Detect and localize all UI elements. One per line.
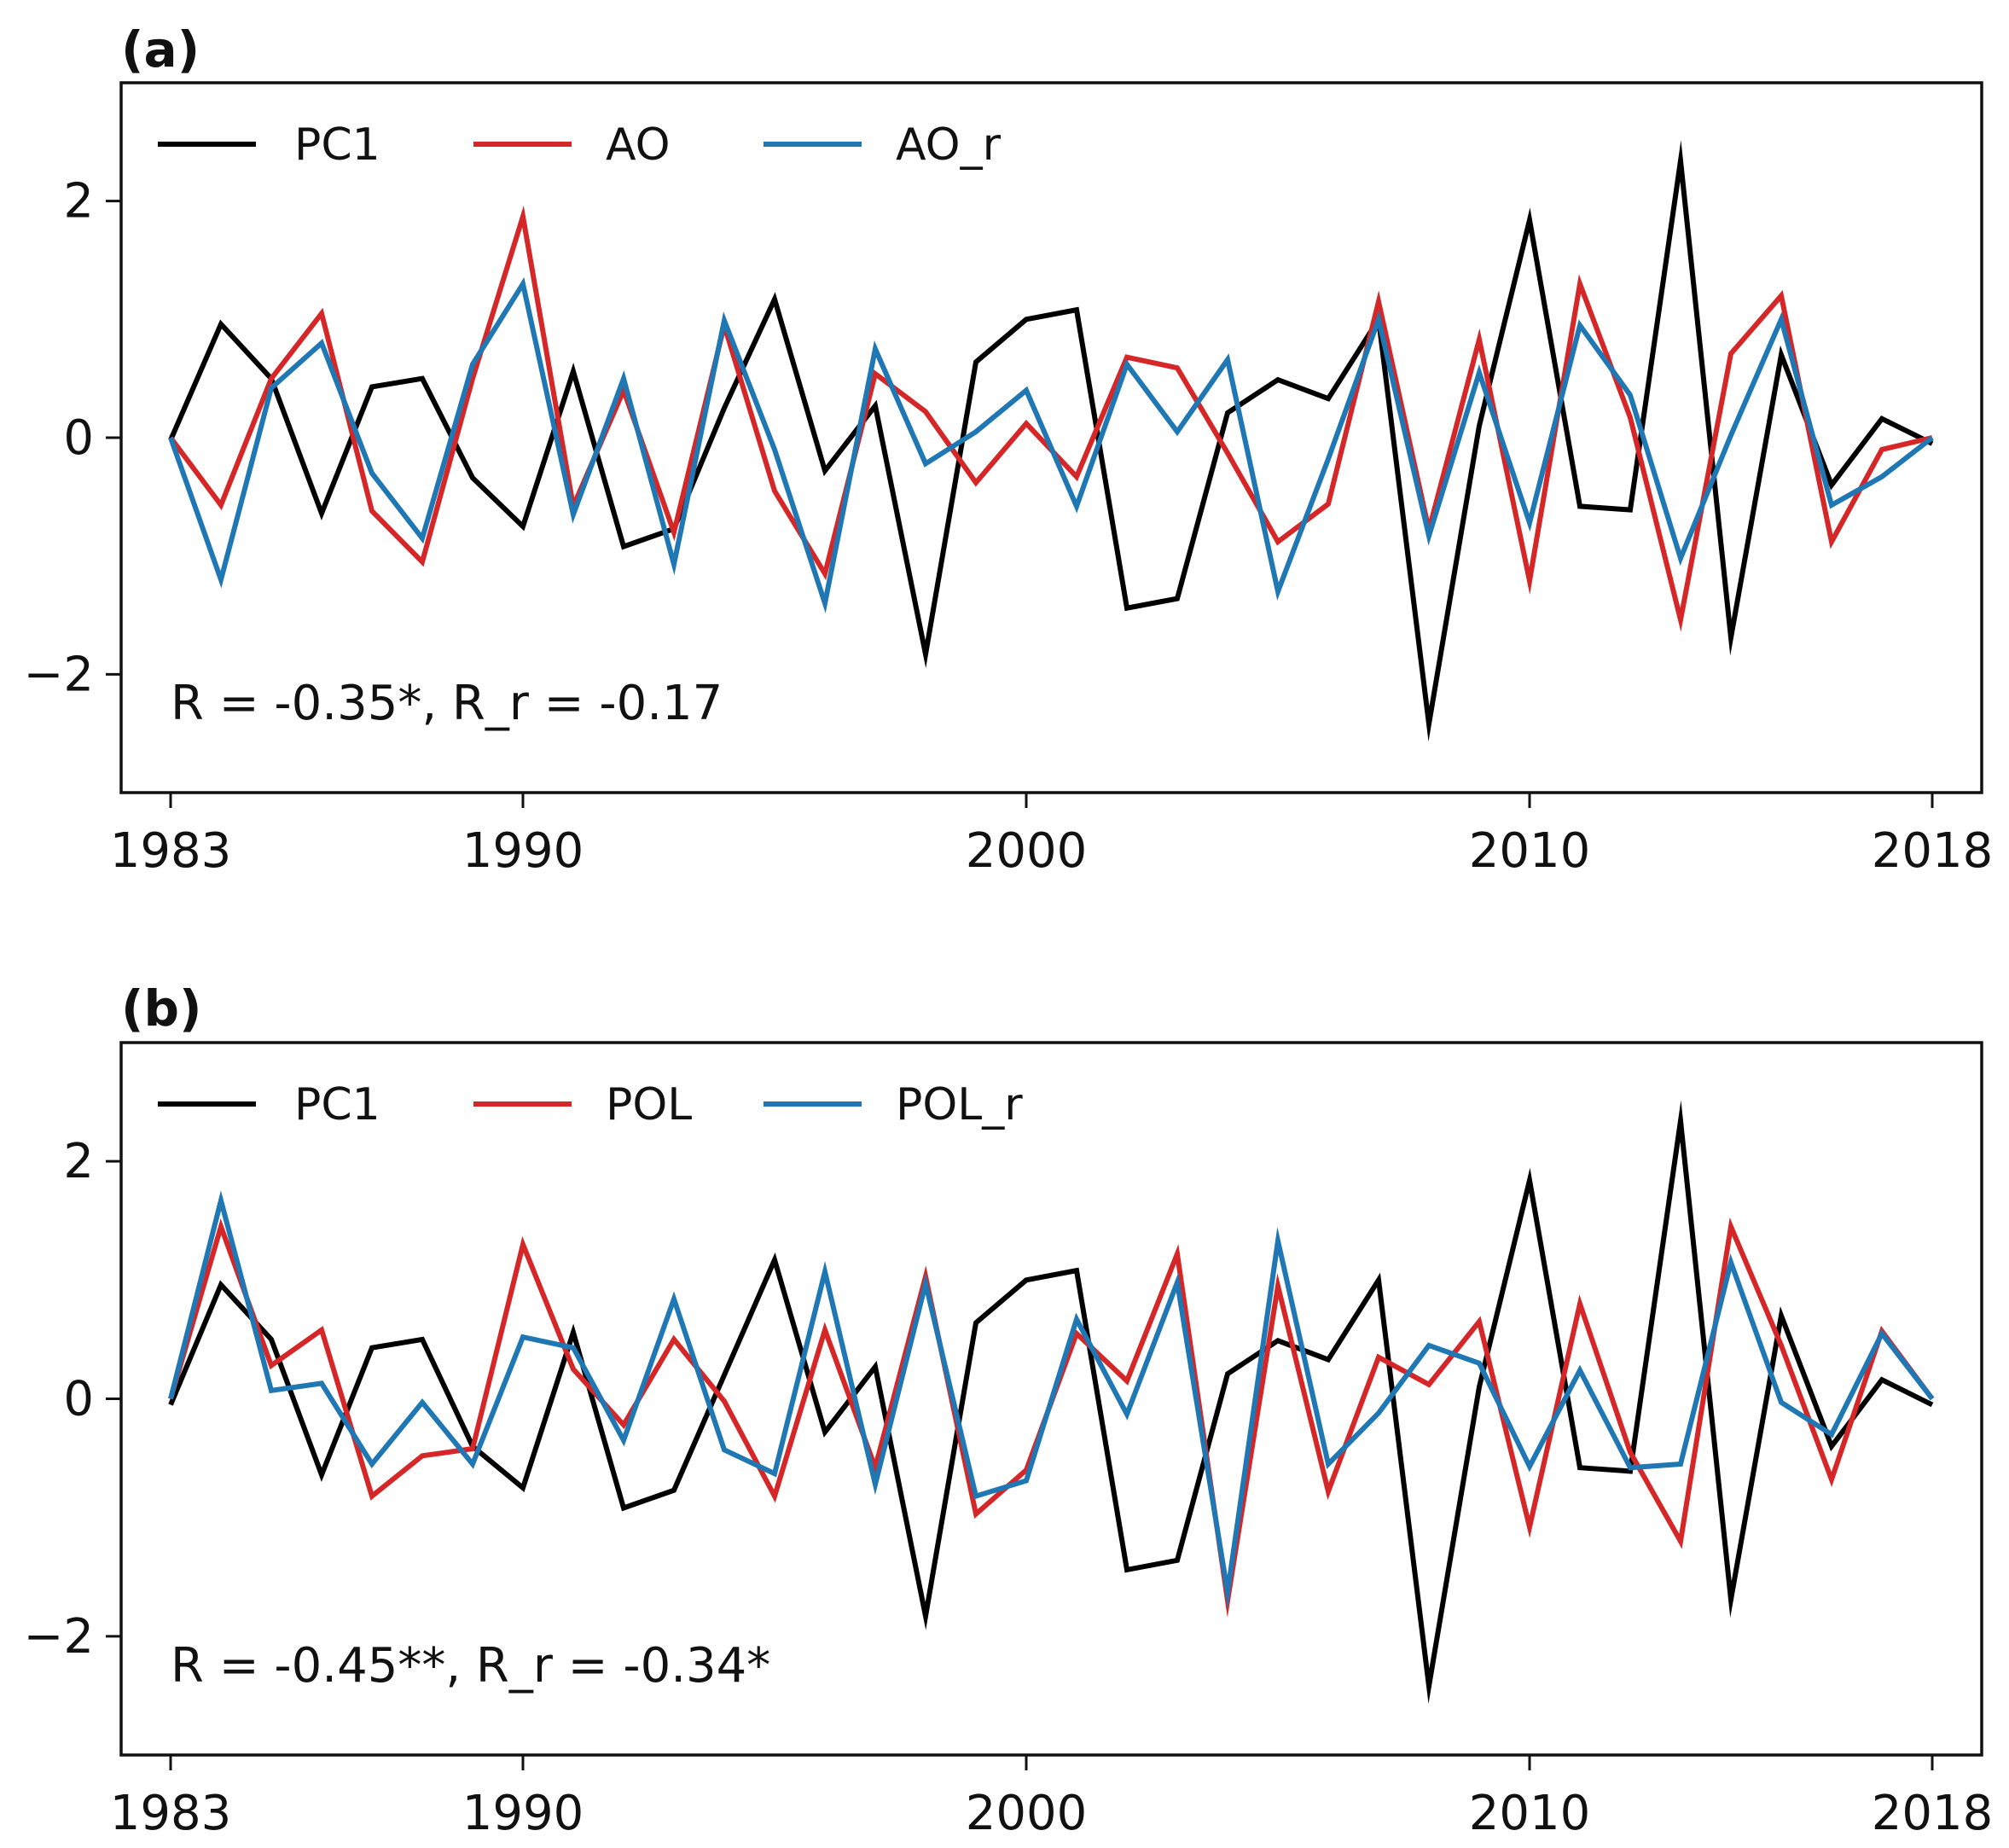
panel-b-axes-frame [119,1041,1983,1757]
panel-a-axes-frame [119,81,1983,794]
legend-label-pol: POL [606,1079,692,1130]
panel-b-label: (b) [121,979,202,1037]
legend-label-ao: AO [606,119,671,171]
x-tick-label: 1990 [462,1786,584,1841]
x-tick-label: 1990 [462,823,584,879]
legend-label-pol-r: POL_r [896,1079,1023,1130]
y-tick-label: 2 [63,1134,94,1189]
legend-label-pc1: PC1 [294,119,380,171]
series-line-ao-r [168,276,1934,613]
legend-label-pc1: PC1 [294,1079,380,1130]
legend: PC1 POL POL_r [158,1079,1023,1130]
y-tick-label: −2 [23,1609,94,1665]
y-tick-label: 0 [63,1372,94,1427]
series-line-pol [168,1217,1935,1618]
legend-label-ao-r: AO_r [896,119,1002,171]
x-tick-label: 2010 [1469,823,1591,879]
panel-a-correlation-annotation: R = -0.35*, R_r = -0.17 [171,676,723,731]
x-tick-label: 1983 [110,1786,232,1841]
series-line-ao [168,205,1933,632]
x-tick-label: 2000 [966,823,1088,879]
panel-a-label: (a) [121,20,200,78]
x-tick-label: 2010 [1469,1786,1591,1841]
x-tick-label: 1983 [110,823,232,879]
y-tick-label: 0 [63,410,94,466]
series-line-pol-r [168,1190,1935,1610]
y-tick-label: −2 [23,647,94,702]
panel-b-correlation-annotation: R = -0.45**, R_r = -0.34* [171,1638,770,1694]
x-tick-label: 2000 [966,1786,1088,1841]
series-line-pc1 [168,1100,1934,1705]
panel-b: (b) −2 0 2 1983 1990 2000 2010 2018 PC1 POL POL_r R … [23,979,1993,1841]
legend: PC1 AO AO_r [158,119,1002,171]
y-tick-label: 2 [63,174,94,230]
panel-a: (a) −2 0 2 1983 1990 2000 2010 2018 PC1 AO AO_r R = … [23,20,1993,879]
x-tick-label: 2018 [1872,1786,1994,1841]
x-tick-label: 2018 [1872,823,1994,879]
